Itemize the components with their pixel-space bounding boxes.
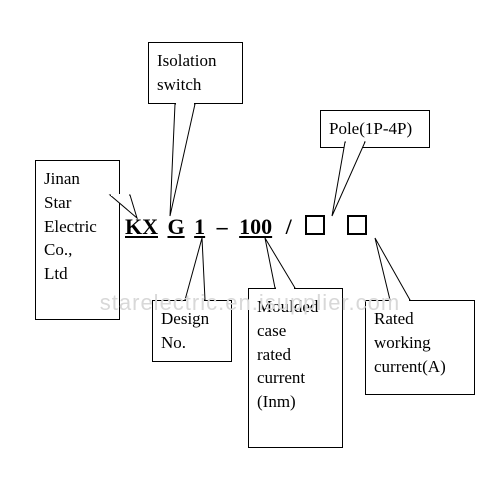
product-code: KX G 1 – 100 / [125,214,367,240]
callout-rated: Ratedworkingcurrent(A) [365,300,475,395]
callout-jinan: JinanStarElectricCo.,Ltd [35,160,120,320]
callout-design: DesignNo. [152,300,232,362]
code-box-current [347,215,367,235]
code-slash: / [286,214,292,240]
code-kx: KX [125,214,158,240]
callout-moulded: Mouldedcaseratedcurrent(Inm) [248,288,343,448]
code-g: G [168,214,185,240]
callout-pole: Pole(1P-4P) [320,110,430,148]
code-one: 1 [194,214,205,240]
code-box-pole [305,215,325,235]
callout-isolation: Isolationswitch [148,42,243,104]
code-dash: – [217,214,228,240]
code-hundred: 100 [239,214,272,240]
